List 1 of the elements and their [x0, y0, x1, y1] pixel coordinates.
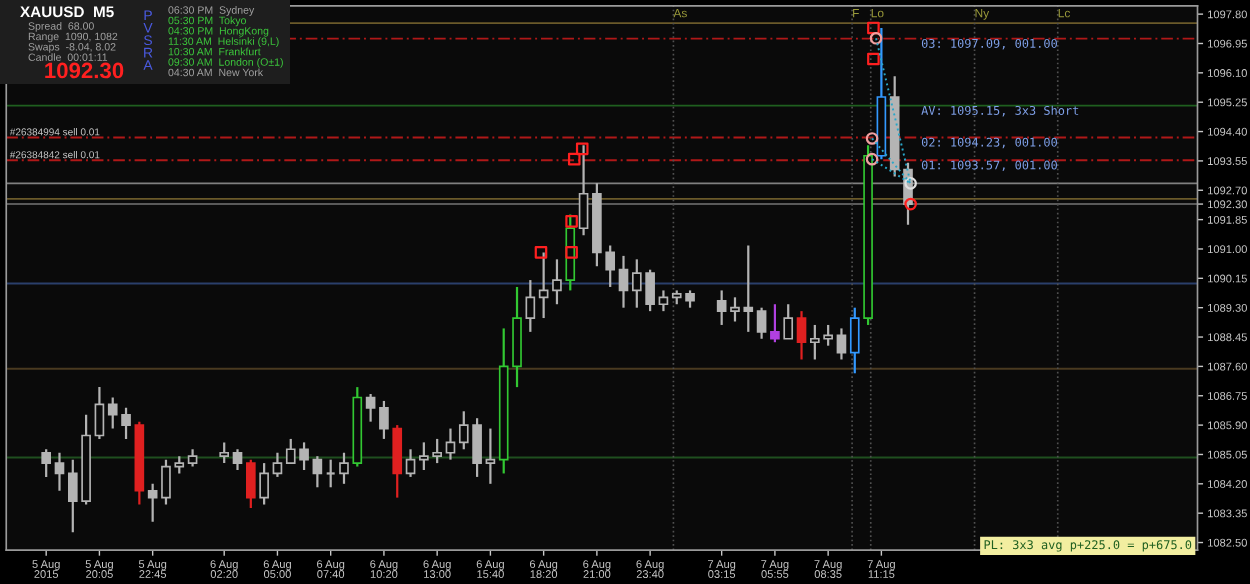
annotation: 1092.30 — [45, 62, 124, 79]
